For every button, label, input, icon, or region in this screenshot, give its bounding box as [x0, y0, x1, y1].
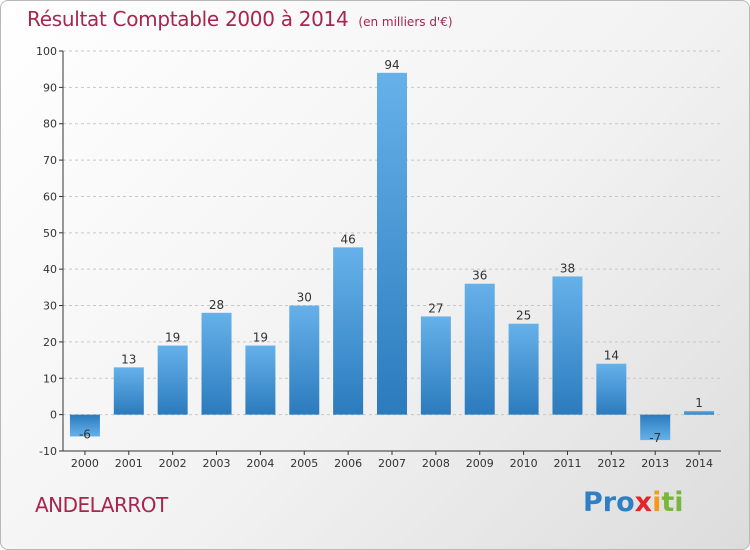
bar [552, 276, 583, 415]
y-tick-label: 70 [43, 154, 57, 167]
x-tick-label: 2008 [422, 457, 450, 470]
x-tick-label: 2007 [378, 457, 406, 470]
bar [596, 363, 627, 415]
value-label: -6 [79, 427, 91, 441]
value-label: 38 [560, 261, 575, 275]
value-label: 25 [516, 309, 531, 323]
y-tick-label: 40 [43, 263, 57, 276]
bar [289, 305, 320, 415]
x-tick-label: 2013 [641, 457, 669, 470]
value-label: 19 [253, 331, 268, 345]
logo-part-1: Pro [583, 487, 635, 518]
x-tick-label: 2002 [159, 457, 187, 470]
value-label: 46 [340, 232, 355, 246]
bar [245, 345, 276, 415]
bar [69, 414, 100, 437]
value-label: 13 [121, 352, 136, 366]
x-tick-label: 2014 [685, 457, 713, 470]
place-name: ANDELARROT [35, 493, 168, 517]
y-tick-label: -10 [39, 445, 57, 458]
bar [377, 72, 407, 415]
bar [640, 414, 671, 441]
x-tick-label: 2001 [115, 457, 143, 470]
y-tick-label: 20 [43, 336, 57, 349]
bar [420, 316, 451, 415]
x-tick-label: 2003 [203, 457, 231, 470]
x-tick-label: 2004 [246, 457, 274, 470]
axes: -10 0 10 20 30 40 50 60 70 80 90 100 2000 2001 2002 200… [36, 45, 721, 470]
value-label: 19 [165, 331, 180, 345]
logo-part-2: x [634, 487, 653, 518]
bar [113, 367, 144, 415]
y-tick-label: 10 [43, 372, 57, 385]
chart-subtitle: (en milliers d'€) [358, 15, 453, 29]
y-tick-label: 100 [36, 45, 57, 58]
x-tick-label: 2005 [290, 457, 318, 470]
x-tick-label: 2010 [510, 457, 538, 470]
bar [464, 283, 495, 415]
value-label: 36 [472, 269, 487, 283]
x-tick-label: 2009 [466, 457, 494, 470]
y-tick-label: 0 [50, 409, 57, 422]
value-label: 14 [604, 349, 619, 363]
logo-part-4: ti [661, 487, 684, 518]
value-labels: -6 13 19 28 19 30 46 94 27 36 25 38 14 -7 1 [79, 58, 703, 445]
x-tick-label: 2006 [334, 457, 362, 470]
y-tick-label: 80 [43, 118, 57, 131]
x-tick-label: 2012 [597, 457, 625, 470]
logo-part-3: i [652, 487, 662, 518]
y-tick-label: 30 [43, 300, 57, 313]
bar [201, 312, 232, 415]
proxiti-logo: Proxiti [583, 487, 684, 518]
chart-title: Résultat Comptable 2000 à 2014 (en millie… [27, 7, 453, 31]
bar [157, 345, 188, 415]
x-tick-label: 2000 [71, 457, 99, 470]
x-tick-label: 2011 [553, 457, 581, 470]
y-tick-label: 60 [43, 190, 57, 203]
bar [684, 411, 715, 415]
y-tick-label: 90 [43, 81, 57, 94]
value-label: 28 [209, 298, 224, 312]
value-label: 30 [297, 291, 312, 305]
bar [508, 323, 539, 415]
bars [69, 72, 715, 441]
value-label: -7 [649, 431, 661, 445]
value-label: 94 [384, 58, 399, 72]
value-label: 27 [428, 301, 443, 315]
chart-title-text: Résultat Comptable 2000 à 2014 [27, 7, 349, 31]
bar [333, 247, 364, 415]
y-tick-label: 50 [43, 227, 57, 240]
value-label: 1 [695, 396, 703, 410]
